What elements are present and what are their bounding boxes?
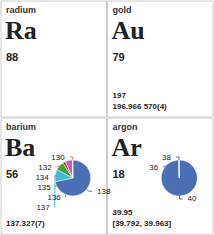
svg-text:38: 38 <box>162 153 171 162</box>
svg-text:56: 56 <box>6 168 18 180</box>
svg-text:134: 134 <box>35 173 49 182</box>
svg-text:79: 79 <box>113 51 125 63</box>
svg-text:barium: barium <box>6 122 36 132</box>
svg-text:36: 36 <box>149 163 158 172</box>
svg-text:130: 130 <box>51 153 65 162</box>
svg-text:radium: radium <box>6 5 36 15</box>
svg-text:18: 18 <box>113 168 125 180</box>
svg-text:197: 197 <box>113 91 127 100</box>
svg-text:Ar: Ar <box>112 133 142 162</box>
svg-text:argon: argon <box>113 122 138 132</box>
svg-text:196.966 570(4): 196.966 570(4) <box>113 102 168 111</box>
svg-text:Au: Au <box>112 16 145 45</box>
svg-text:136: 136 <box>47 193 61 202</box>
svg-text:39.95: 39.95 <box>113 208 134 217</box>
svg-text:137: 137 <box>36 203 50 212</box>
svg-text:135: 135 <box>37 183 51 192</box>
svg-text:[39.792, 39.963]: [39.792, 39.963] <box>113 219 172 228</box>
svg-text:Ba: Ba <box>5 133 35 162</box>
svg-text:132: 132 <box>38 163 52 172</box>
svg-text:88: 88 <box>6 51 18 63</box>
svg-text:40: 40 <box>188 194 197 203</box>
svg-text:Ra: Ra <box>5 16 37 45</box>
svg-text:gold: gold <box>113 5 132 15</box>
svg-text:138: 138 <box>97 187 111 196</box>
svg-text:137.327(7): 137.327(7) <box>6 219 45 228</box>
